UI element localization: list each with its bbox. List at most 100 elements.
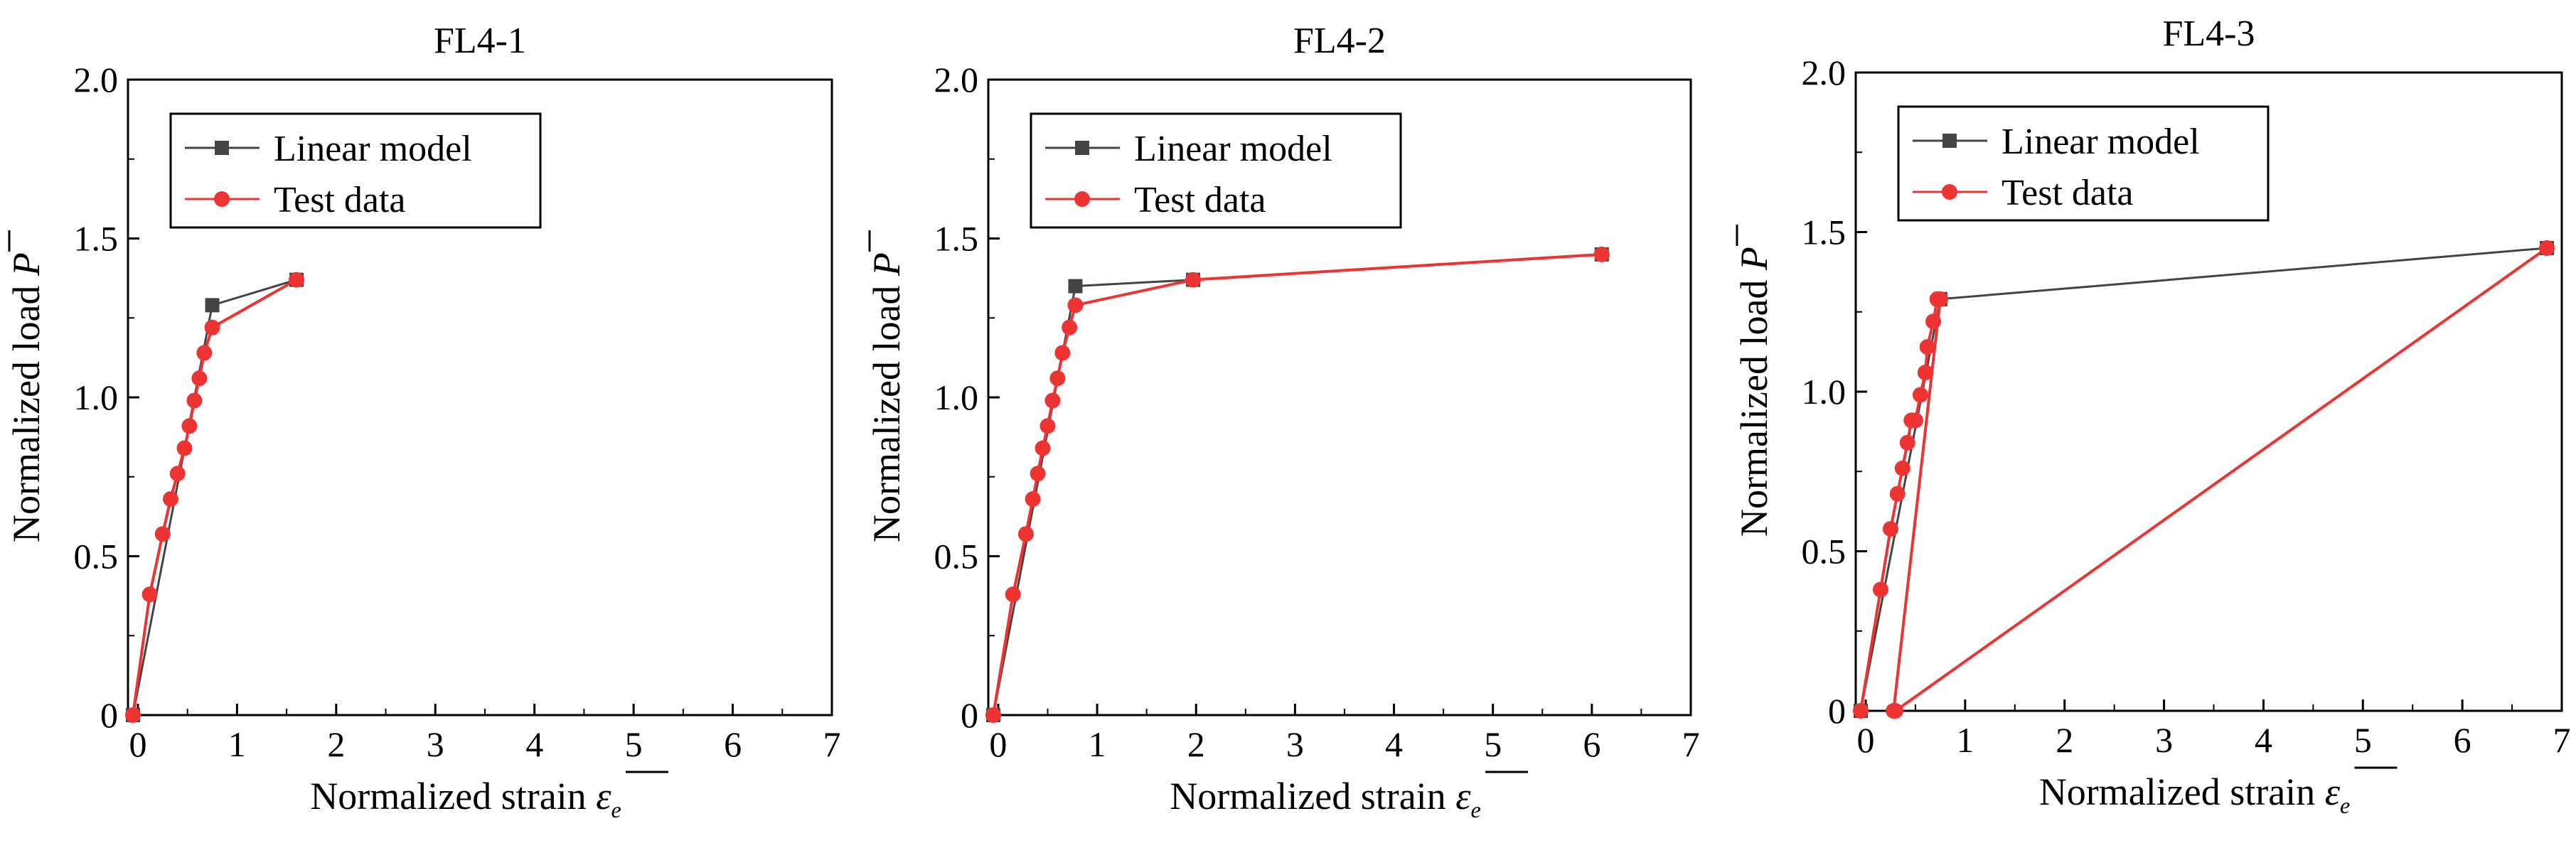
data-point-test-data — [1062, 319, 1078, 336]
data-point-test-data — [1185, 272, 1202, 288]
legend-marker-circle — [1074, 191, 1090, 207]
x-tick-label: 3 — [2155, 720, 2173, 760]
chart-title: FL4-2 — [1293, 21, 1386, 61]
data-point-test-data — [1040, 418, 1056, 434]
series-line-test-data — [131, 278, 298, 716]
y-tick-label: 0.5 — [74, 537, 119, 576]
data-point-test-data — [1044, 392, 1061, 409]
legend: Linear model Test data — [1897, 105, 2270, 222]
data-point-test-data — [1907, 412, 1923, 429]
y-axis-label: Normalized load P — [1733, 247, 1775, 537]
data-point-test-data — [1917, 365, 1933, 381]
x-tick-label: 5 — [2354, 720, 2372, 760]
data-point-test-data — [1593, 246, 1610, 262]
legend-label: Test data — [2002, 173, 2134, 213]
x-axis-symbol: ε — [2325, 771, 2341, 813]
chart-panel-3: FL4-3 0 1 2 3 4 5 6 7 0 0.5 1.0 1.5 2.0 Normalized str… — [1733, 14, 2571, 818]
data-point-test-data — [181, 418, 198, 434]
legend-box — [1030, 112, 1402, 229]
y-tick-label: 2.0 — [1802, 53, 1847, 92]
x-tick-label: 6 — [1583, 724, 1600, 764]
data-point-test-data — [124, 707, 141, 723]
y-tick-label: 0.5 — [934, 537, 979, 576]
series-line-test-data — [1859, 247, 2548, 712]
x-axis-symbol: ε — [1455, 775, 1471, 817]
data-point-test-data — [204, 319, 220, 336]
legend: Linear model Test data — [1030, 112, 1402, 229]
x-tick-label: 7 — [2553, 720, 2571, 760]
y-tick-label: 0.5 — [1802, 532, 1847, 572]
y-axis-label: Normalized load P — [865, 252, 908, 542]
x-tick-label: 3 — [1286, 724, 1304, 764]
x-tick-label: 4 — [525, 724, 543, 764]
legend-label: Linear model — [1134, 129, 1332, 169]
y-axis-symbol: P — [865, 252, 908, 277]
data-point-test-data — [1067, 297, 1084, 313]
y-tick-label: 1.5 — [1802, 213, 1847, 252]
y-tick-label: 1.0 — [934, 377, 979, 417]
legend-marker-square — [1942, 134, 1957, 148]
data-point-test-data — [1030, 466, 1046, 482]
x-tick-label: 7 — [823, 724, 841, 764]
x-tick-label: 2 — [327, 724, 345, 764]
x-tick-label: 5 — [625, 724, 643, 764]
legend-label: Test data — [274, 180, 406, 220]
x-tick-label: 2 — [2056, 720, 2073, 760]
x-tick-label: 2 — [1187, 724, 1205, 764]
legend-marker-circle — [214, 191, 230, 207]
y-tick-label: 0 — [961, 695, 978, 735]
data-point-test-data — [1899, 434, 1915, 451]
data-point-test-data — [186, 392, 203, 409]
data-point-linear-model — [1068, 279, 1083, 294]
data-point-test-data — [985, 707, 1001, 723]
chart-panel-2: FL4-2 0 1 2 3 4 5 6 7 0 0.5 1.0 1.5 2.0 Normalized str… — [865, 21, 1700, 822]
y-tick-label: 2.0 — [934, 60, 979, 100]
data-point-test-data — [1054, 345, 1071, 361]
data-point-test-data — [169, 466, 186, 482]
y-tick-label: 2.0 — [74, 60, 119, 100]
x-axis-label: Normalized strain εe — [310, 775, 621, 822]
data-point-test-data — [1932, 291, 1948, 307]
data-point-linear-model — [205, 298, 220, 313]
legend-marker-square — [215, 141, 229, 155]
x-tick-label: 3 — [427, 724, 444, 764]
data-point-test-data — [162, 491, 178, 508]
chart-panel-1: FL4-1 0 1 2 3 4 5 6 7 0 0.5 1.0 1.5 2.0 Normalized str… — [5, 21, 841, 822]
data-point-test-data — [1925, 313, 1942, 330]
data-point-test-data — [1049, 370, 1066, 387]
x-tick-label: 1 — [1956, 720, 1974, 760]
data-point-test-data — [1852, 703, 1869, 719]
x-tick-label: 4 — [1385, 724, 1403, 764]
data-point-test-data — [1017, 526, 1034, 542]
legend-label: Linear model — [2002, 122, 2200, 162]
legend-marker-square — [1075, 141, 1089, 155]
data-point-test-data — [1889, 485, 1906, 502]
x-tick-label: 0 — [129, 724, 146, 764]
x-tick-label: 6 — [2454, 720, 2471, 760]
data-point-test-data — [176, 440, 193, 456]
data-point-test-data — [196, 345, 213, 361]
x-axis-symbol: ε — [596, 775, 611, 817]
data-point-test-data — [1912, 387, 1928, 403]
data-point-test-data — [1887, 703, 1903, 719]
data-point-test-data — [1035, 440, 1051, 456]
legend-box — [169, 112, 542, 229]
x-tick-label: 1 — [228, 724, 246, 764]
y-tick-label: 1.0 — [74, 377, 119, 417]
series-line-linear-model — [992, 253, 1602, 716]
x-tick-label: 6 — [724, 724, 742, 764]
y-tick-label: 1.0 — [1802, 372, 1847, 412]
data-point-test-data — [154, 526, 171, 542]
y-axis-symbol: P — [1733, 247, 1775, 271]
series-line-linear-model — [1859, 247, 2548, 712]
data-point-test-data — [1882, 521, 1898, 537]
legend-box — [1897, 105, 2270, 222]
legend-marker-circle — [1942, 184, 1957, 200]
y-axis-symbol: P — [5, 252, 48, 277]
y-tick-label: 1.5 — [934, 219, 979, 259]
y-tick-label: 1.5 — [74, 219, 119, 259]
series-line-test-data — [991, 252, 1602, 716]
chart-title: FL4-1 — [434, 21, 526, 61]
series-line-linear-model — [132, 279, 297, 716]
